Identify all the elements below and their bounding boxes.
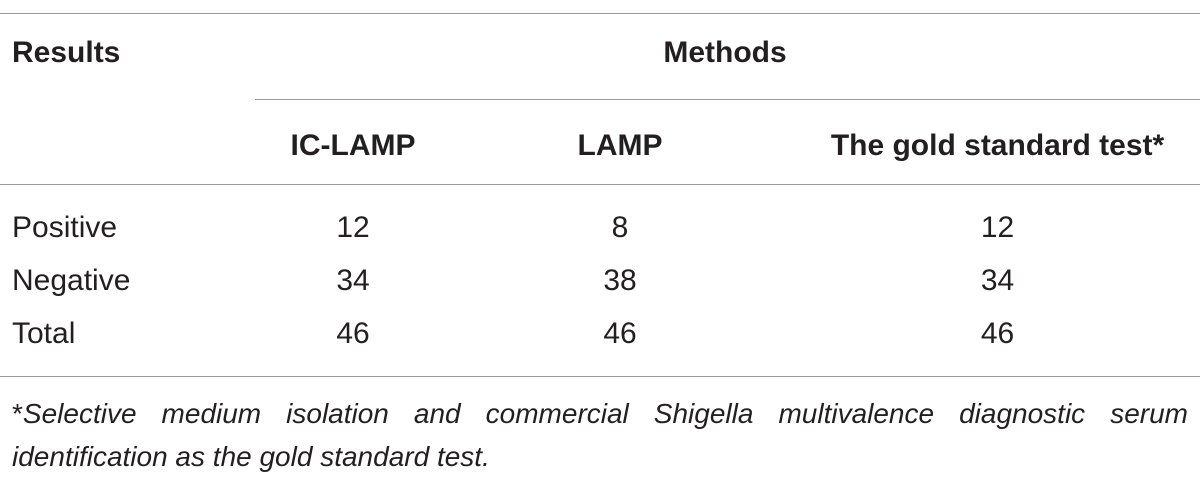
table-cell: 8 <box>611 211 629 244</box>
table-bottom-rule <box>0 376 1200 377</box>
row-label-total: Total <box>12 317 76 350</box>
results-header: Results <box>12 36 121 69</box>
table-top-rule <box>0 13 1200 14</box>
header-bottom-rule <box>0 184 1200 185</box>
column-header-gold-standard: The gold standard test* <box>830 129 1165 162</box>
column-header-lamp: LAMP <box>577 129 663 162</box>
table-cell: 38 <box>603 264 637 297</box>
table-cell: 46 <box>980 317 1015 350</box>
table-cell: 34 <box>980 264 1015 297</box>
table-footnote: *Selective medium isolation and commerci… <box>12 392 1188 478</box>
table-cell: 12 <box>980 211 1015 244</box>
row-label-positive: Positive <box>12 211 118 244</box>
methods-header: Methods <box>663 36 787 69</box>
column-header-ic-lamp: IC-LAMP <box>290 129 416 162</box>
footnote-mark: * <box>12 398 23 429</box>
table-cell: 46 <box>603 317 637 350</box>
table-cell: 12 <box>336 211 370 244</box>
table-cell: 46 <box>336 317 370 350</box>
methods-span-rule <box>255 99 1200 100</box>
footnote-text: Selective medium isolation and commercia… <box>12 398 1188 472</box>
table-cell: 34 <box>336 264 370 297</box>
row-label-negative: Negative <box>12 264 131 297</box>
